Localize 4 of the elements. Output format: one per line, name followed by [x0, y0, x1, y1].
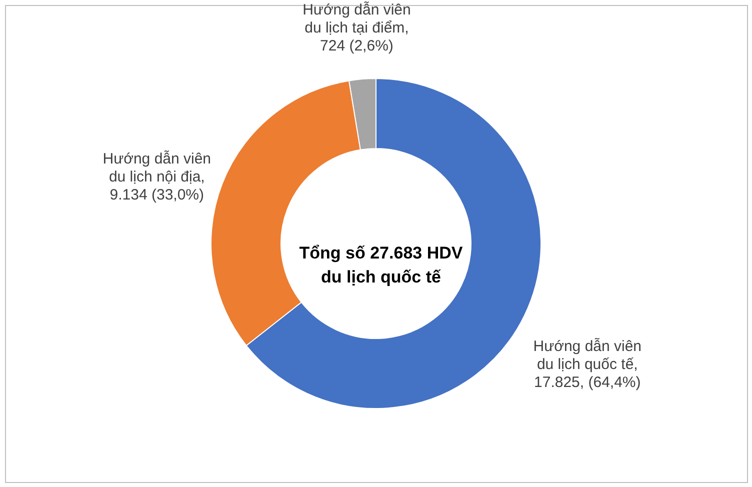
- slice-label: Hướng dẫn viên du lịch quốc tế, 17.825, (64,4%): [533, 338, 642, 392]
- text: Tổng số 27.683 HDV du lịch quốc tế: [299, 244, 464, 286]
- slice-label: Hướng dẫn viên du lịch nội địa, 9.134 (33,0%): [102, 150, 212, 204]
- slice-label: Hướng dẫn viên du lịch tại điểm, 724 (2,6%): [302, 1, 411, 54]
